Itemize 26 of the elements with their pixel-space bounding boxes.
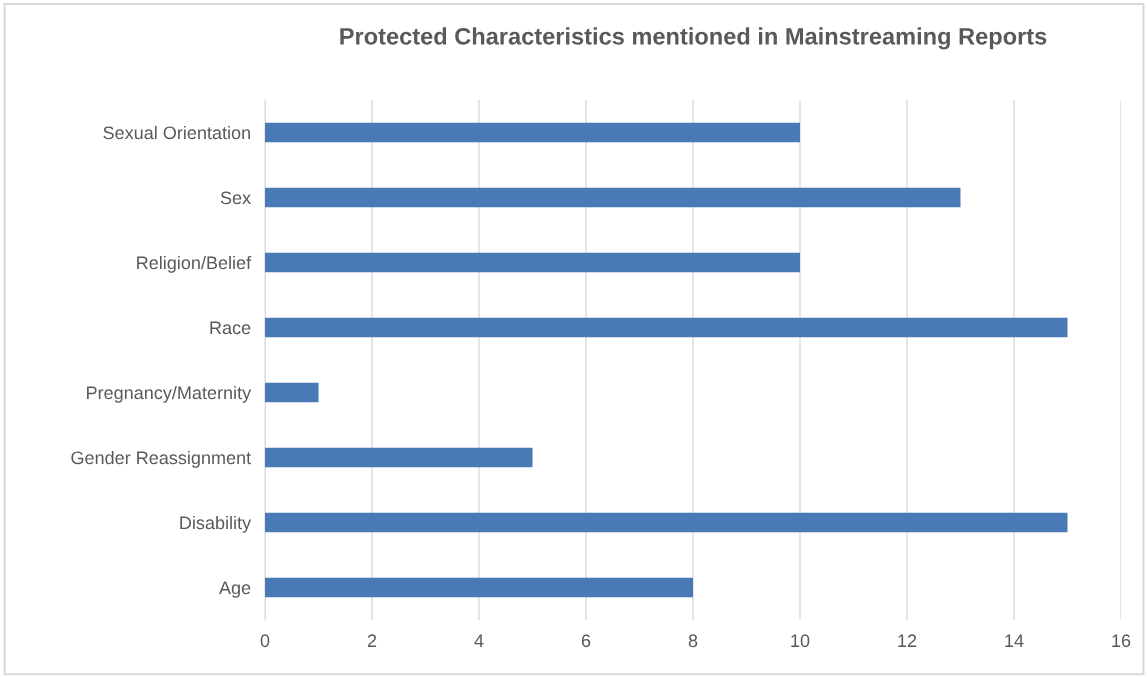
x-tick-label: 8 [688,634,698,648]
x-tick-label: 12 [898,634,917,647]
y-tick-label: Race [210,321,251,335]
y-tick-label: Age [219,581,251,598]
y-tick-label: Disability [180,515,252,533]
x-tick-label: 2 [367,634,377,647]
bar [265,252,800,273]
bar [265,577,693,598]
y-tick-label: Gender Reassignment [71,450,251,468]
bar [265,187,961,208]
bar [265,382,319,403]
bar [265,317,1068,338]
y-tick-label: Pregnancy/Maternity [87,385,252,403]
y-tick-label: Sexual Orientation [103,125,250,140]
x-tick-label: 0 [260,634,270,648]
bar [265,122,800,143]
x-tick-label: 4 [474,634,484,647]
x-tick-label: 6 [581,634,591,648]
bar [265,512,1068,533]
chart-title: Protected Characteristics mentioned in Mainstreaming Reports [340,27,1047,50]
bar [265,447,533,468]
x-tick-label: 10 [791,634,810,648]
x-tick-label: 14 [1005,634,1024,647]
y-tick-label: Sex [220,191,251,205]
x-tick-label: 16 [1112,634,1131,648]
y-tick-label: Religion/Belief [137,255,252,273]
